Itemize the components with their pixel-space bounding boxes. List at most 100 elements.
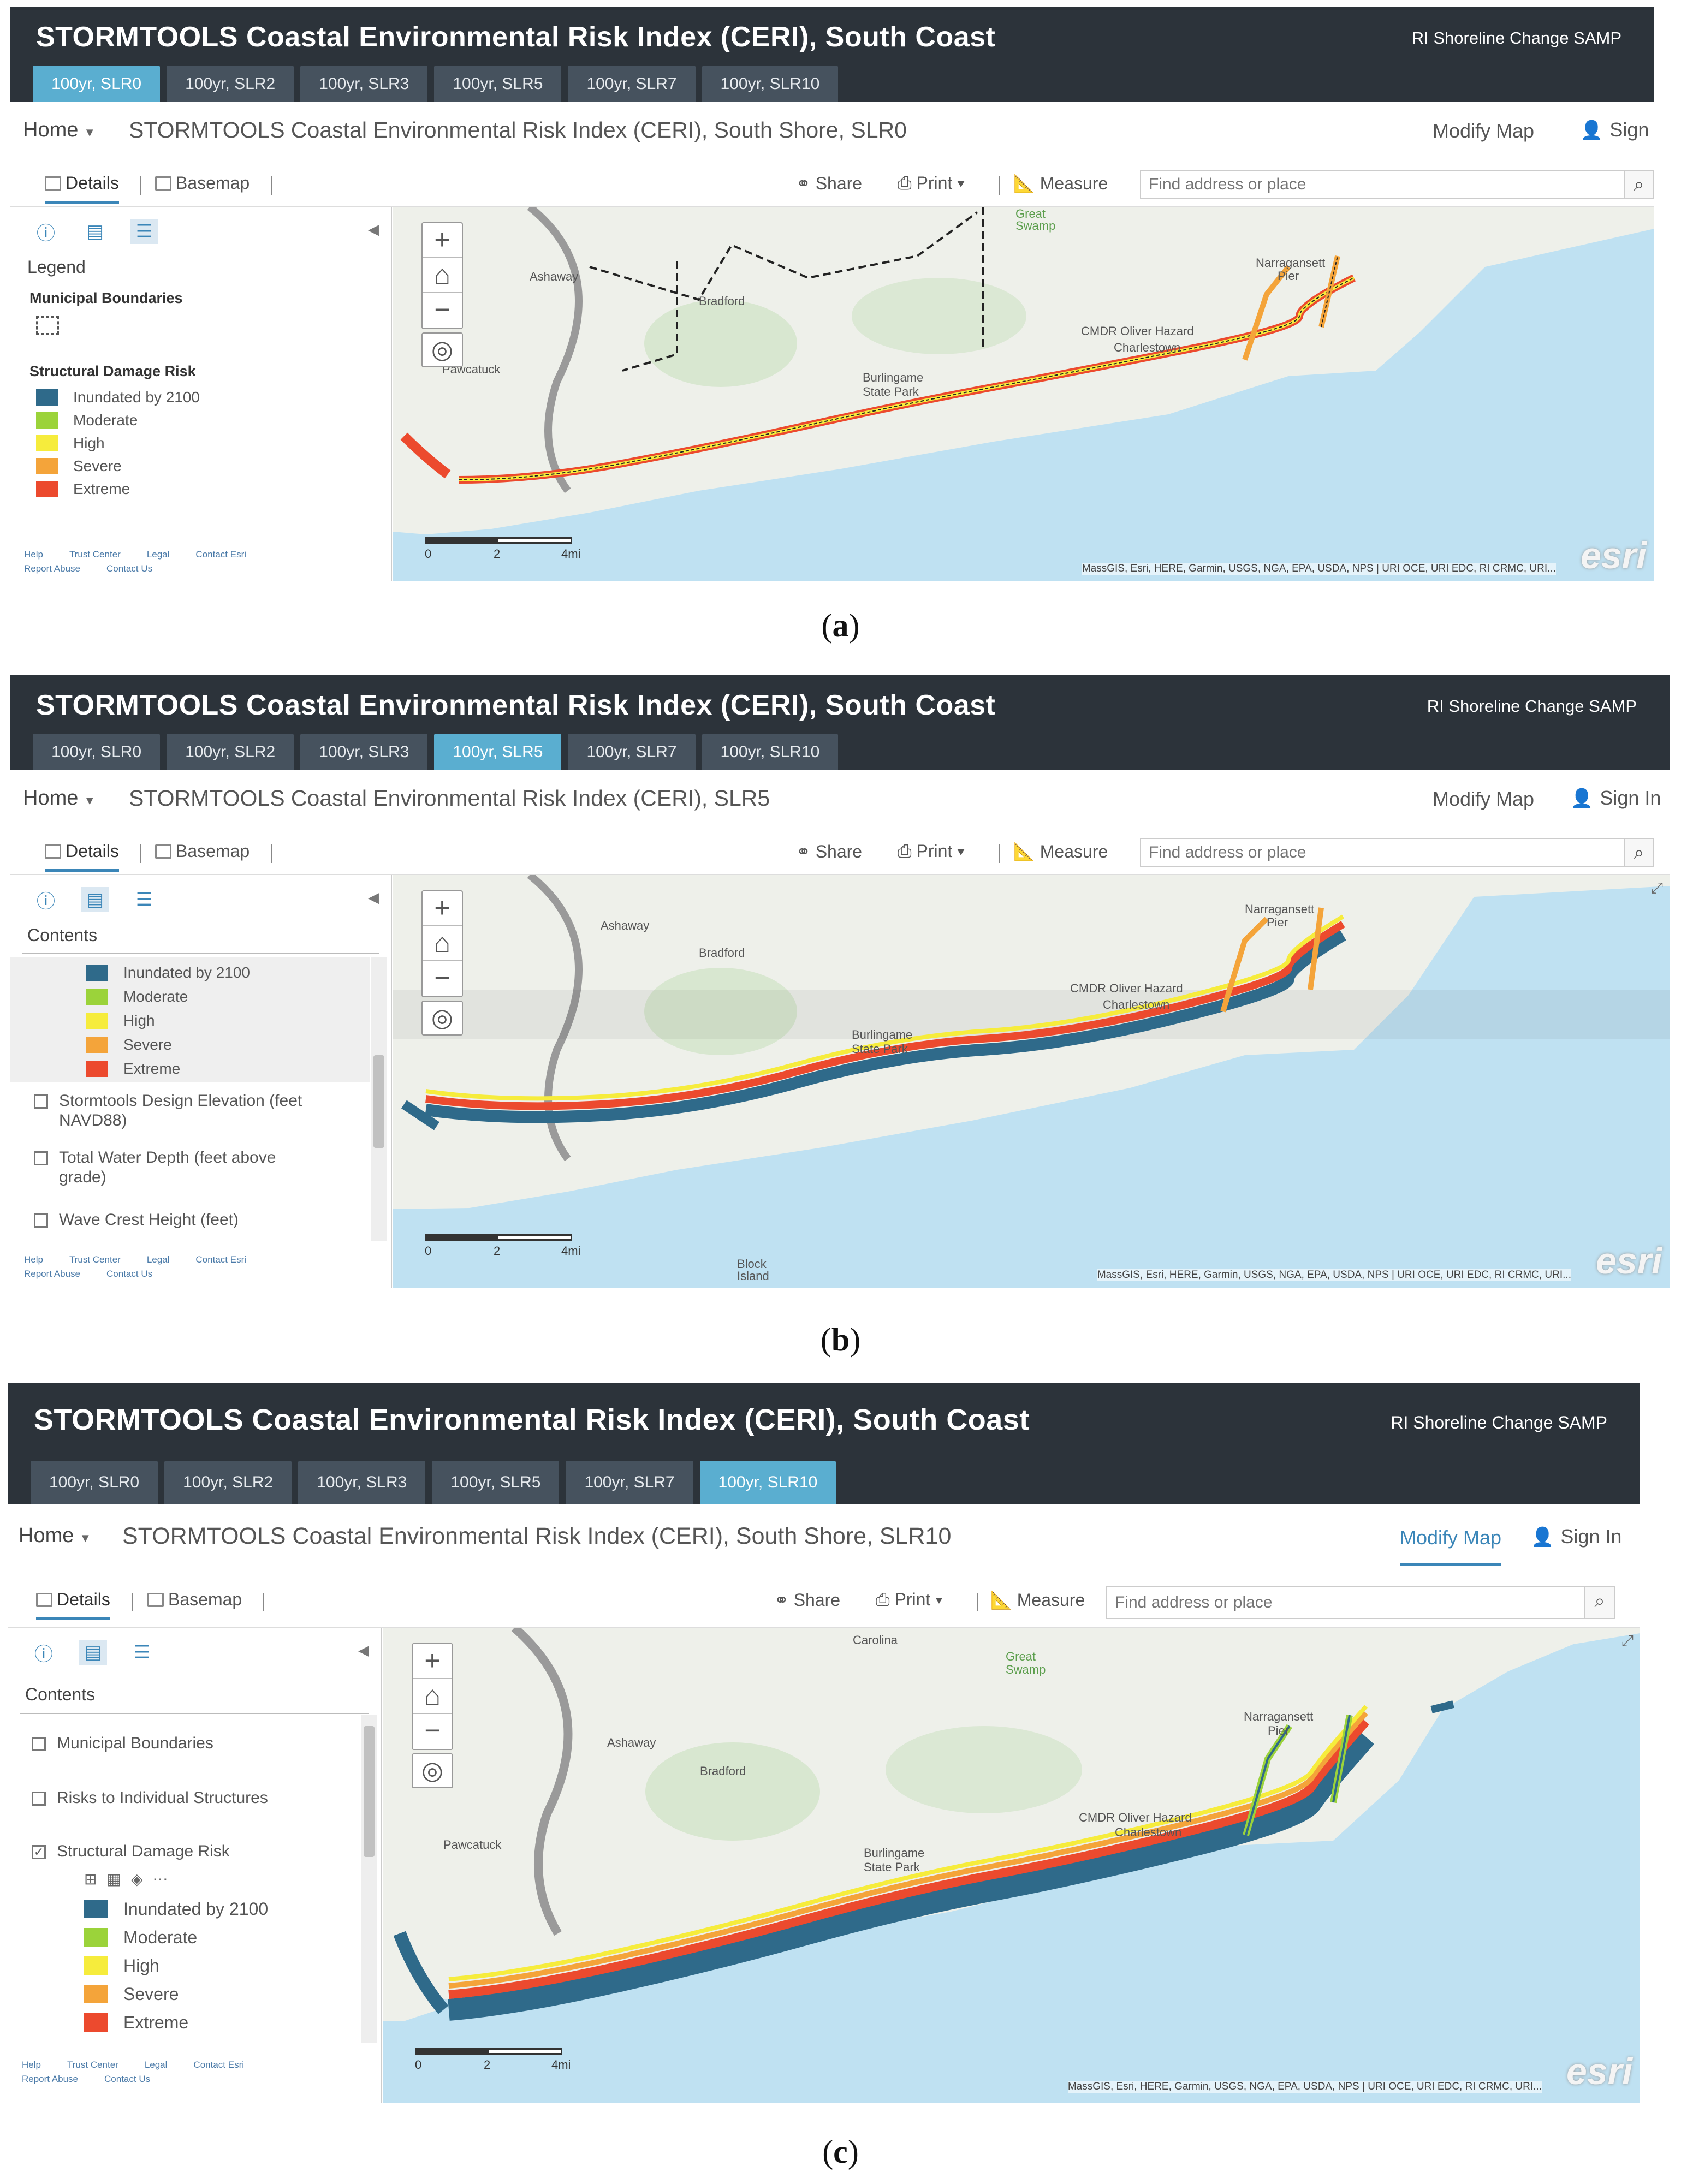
tab-slr2[interactable]: 100yr, SLR2: [167, 66, 294, 102]
contact-esri-link[interactable]: Contact Esri: [193, 2060, 245, 2070]
legal-link[interactable]: Legal: [144, 2060, 168, 2070]
sign-in-button[interactable]: 👤 Sign In: [1531, 1525, 1622, 1548]
attribute-table-icon[interactable]: ⊞: [84, 1871, 107, 1888]
tab-slr3[interactable]: 100yr, SLR3: [298, 1461, 426, 1504]
tab-slr2[interactable]: 100yr, SLR2: [167, 734, 294, 770]
contact-esri-link[interactable]: Contact Esri: [195, 1254, 247, 1265]
sign-in-button[interactable]: 👤 Sign In: [1570, 787, 1661, 809]
more-icon[interactable]: ⋯: [152, 1871, 178, 1888]
layer-total-water-depth[interactable]: Total Water Depth (feet above grade): [34, 1148, 277, 1187]
share-button[interactable]: ⚭ Share: [774, 1590, 841, 1610]
layer-wave-crest[interactable]: Wave Crest Height (feet): [34, 1210, 239, 1230]
home-extent-icon[interactable]: ⌂: [423, 258, 462, 293]
tab-slr7[interactable]: 100yr, SLR7: [566, 1461, 693, 1504]
style-icon[interactable]: ◈: [130, 1871, 153, 1888]
checkbox[interactable]: [34, 1151, 48, 1165]
modify-map-button[interactable]: Modify Map: [1400, 1526, 1502, 1566]
share-button[interactable]: ⚭ Share: [796, 842, 863, 861]
report-abuse-link[interactable]: Report Abuse: [24, 563, 81, 574]
zoom-in-button[interactable]: +: [413, 1644, 452, 1679]
help-link[interactable]: Help: [24, 549, 43, 560]
help-link[interactable]: Help: [22, 2060, 41, 2070]
tab-slr5[interactable]: 100yr, SLR5: [434, 734, 562, 770]
expand-icon[interactable]: ⤢: [1650, 879, 1663, 896]
contact-us-link[interactable]: Contact Us: [106, 563, 153, 574]
locate-icon[interactable]: ◎: [421, 332, 463, 367]
contents-icon[interactable]: ▤: [79, 1640, 107, 1665]
collapse-icon[interactable]: ◀: [358, 1642, 369, 1658]
checkbox[interactable]: [32, 1737, 46, 1751]
tab-slr7[interactable]: 100yr, SLR7: [568, 66, 696, 102]
print-button[interactable]: ⎙ Print ▾: [898, 173, 965, 193]
layer-structural-damage[interactable]: ✓ Structural Damage Risk: [32, 1842, 230, 1861]
collapse-icon[interactable]: ◀: [368, 889, 379, 906]
expand-icon[interactable]: ⤢: [1621, 1632, 1634, 1649]
map-view[interactable]: Ashaway Bradford Pawcatuck CMDR Oliver H…: [393, 207, 1654, 581]
report-abuse-link[interactable]: Report Abuse: [22, 2074, 79, 2084]
search-icon[interactable]: ⌕: [1624, 170, 1654, 199]
contents-icon[interactable]: ▤: [86, 221, 104, 242]
tab-slr3[interactable]: 100yr, SLR3: [300, 66, 428, 102]
org-link[interactable]: RI Shoreline Change SAMP: [1427, 697, 1637, 716]
info-icon[interactable]: ⓘ: [37, 891, 55, 912]
layer-risks-individual[interactable]: Risks to Individual Structures: [32, 1788, 268, 1808]
basemap-button[interactable]: Basemap: [147, 1590, 242, 1610]
zoom-in-button[interactable]: +: [423, 891, 462, 926]
measure-button[interactable]: 📐 Measure: [1013, 174, 1108, 193]
home-extent-icon[interactable]: ⌂: [423, 926, 462, 961]
contents-icon[interactable]: ▤: [81, 887, 109, 912]
tab-slr5[interactable]: 100yr, SLR5: [434, 66, 562, 102]
contact-us-link[interactable]: Contact Us: [104, 2074, 151, 2084]
share-button[interactable]: ⚭ Share: [796, 174, 863, 193]
legend-icon[interactable]: ☰: [135, 889, 153, 910]
tab-slr2[interactable]: 100yr, SLR2: [164, 1461, 292, 1504]
tab-slr3[interactable]: 100yr, SLR3: [300, 734, 428, 770]
report-abuse-link[interactable]: Report Abuse: [24, 1269, 81, 1279]
print-button[interactable]: ⎙ Print ▾: [876, 1590, 943, 1609]
sign-in-button[interactable]: 👤Sign I: [1580, 118, 1654, 141]
map-view[interactable]: Ashaway Bradford CMDR Oliver Hazard Char…: [393, 875, 1670, 1288]
help-link[interactable]: Help: [24, 1254, 43, 1265]
info-icon[interactable]: ⓘ: [37, 223, 55, 244]
checkbox-checked[interactable]: ✓: [32, 1845, 46, 1859]
trust-link[interactable]: Trust Center: [69, 549, 121, 560]
collapse-icon[interactable]: ◀: [368, 221, 379, 237]
legal-link[interactable]: Legal: [146, 1254, 170, 1265]
layer-municipal[interactable]: Municipal Boundaries: [32, 1734, 213, 1753]
scroll-thumb[interactable]: [373, 1055, 384, 1148]
tab-slr10[interactable]: 100yr, SLR10: [702, 734, 839, 770]
measure-button[interactable]: 📐 Measure: [990, 1590, 1085, 1610]
scrollbar[interactable]: [371, 957, 387, 1241]
details-button[interactable]: Details: [45, 841, 119, 872]
contact-esri-link[interactable]: Contact Esri: [195, 549, 247, 560]
basemap-button[interactable]: Basemap: [155, 841, 250, 861]
org-link[interactable]: RI Shoreline Change SAMP: [1391, 1413, 1607, 1432]
tab-slr10[interactable]: 100yr, SLR10: [702, 66, 839, 102]
search-input[interactable]: [1106, 1586, 1592, 1619]
tab-slr0[interactable]: 100yr, SLR0: [33, 66, 161, 102]
table-icon[interactable]: ▦: [106, 1871, 131, 1888]
checkbox[interactable]: [34, 1094, 48, 1109]
contact-us-link[interactable]: Contact Us: [106, 1269, 153, 1279]
org-link[interactable]: RI Shoreline Change SAMP: [1411, 28, 1621, 47]
tab-slr7[interactable]: 100yr, SLR7: [568, 734, 696, 770]
search-input[interactable]: [1140, 170, 1631, 199]
checkbox[interactable]: [34, 1213, 48, 1228]
zoom-out-button[interactable]: −: [424, 1715, 441, 1746]
details-button[interactable]: Details: [36, 1590, 110, 1620]
trust-link[interactable]: Trust Center: [67, 2060, 118, 2070]
tab-slr10[interactable]: 100yr, SLR10: [699, 1461, 836, 1504]
zoom-in-button[interactable]: +: [423, 223, 462, 258]
tab-slr0[interactable]: 100yr, SLR0: [33, 734, 161, 770]
checkbox[interactable]: [32, 1792, 46, 1806]
tab-slr5[interactable]: 100yr, SLR5: [432, 1461, 560, 1504]
tab-slr0[interactable]: 100yr, SLR0: [31, 1461, 158, 1504]
search-icon[interactable]: ⌕: [1584, 1586, 1615, 1619]
scrollbar[interactable]: [361, 1715, 377, 2043]
legend-icon[interactable]: ☰: [133, 1642, 151, 1663]
print-button[interactable]: ⎙ Print ▾: [898, 841, 965, 861]
zoom-out-button[interactable]: −: [434, 962, 450, 993]
trust-link[interactable]: Trust Center: [69, 1254, 121, 1265]
home-menu[interactable]: Home ▼: [19, 1524, 92, 1547]
home-menu[interactable]: Home ▼: [23, 118, 96, 141]
